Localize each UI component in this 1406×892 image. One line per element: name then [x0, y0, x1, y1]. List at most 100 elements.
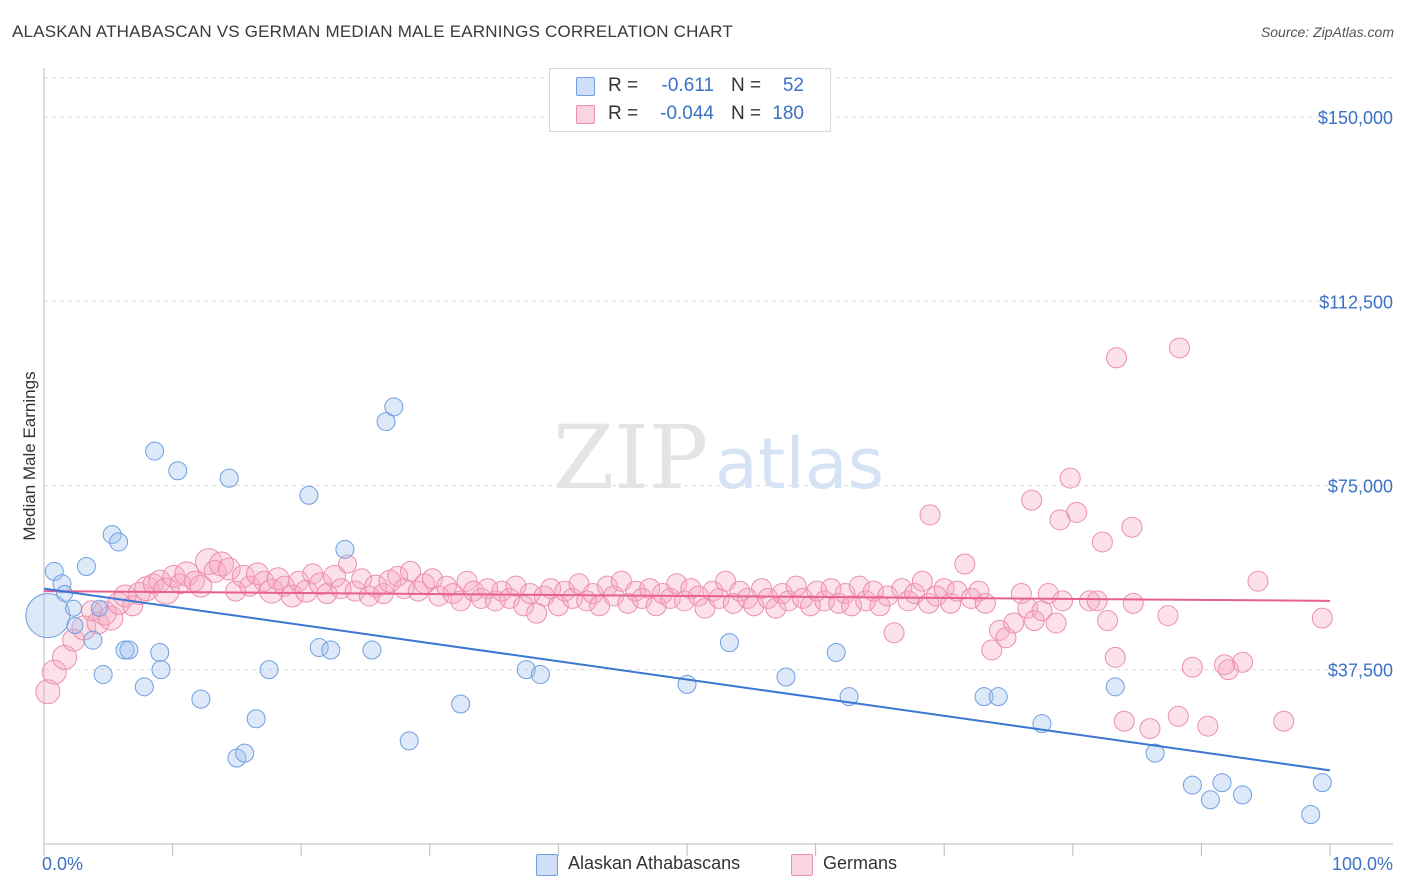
germans-point — [981, 639, 1003, 661]
alaskan-athabascans-point — [335, 539, 355, 559]
germans-point — [814, 590, 836, 612]
germans-point — [1091, 531, 1113, 553]
germans-point — [308, 572, 332, 596]
alaskan-athabascans-point — [988, 687, 1008, 707]
germans-point — [217, 557, 241, 581]
germans-point — [540, 578, 562, 600]
alaskan-athabascans-point — [451, 694, 471, 714]
alaskan-athabascans-point — [1145, 743, 1165, 763]
legend-swatch-pink — [576, 105, 595, 124]
germans-point — [1121, 516, 1143, 538]
germans-point — [1232, 651, 1254, 673]
germans-point — [1139, 718, 1161, 740]
germans-trend-line — [43, 590, 1331, 602]
x-tick-label-min: 0.0% — [42, 854, 83, 874]
germans-point — [1104, 646, 1126, 668]
alaskan-athabascans-point — [65, 599, 83, 617]
alaskan-athabascans-point — [56, 585, 74, 603]
germans-point — [387, 565, 409, 587]
germans-point — [337, 554, 357, 574]
germans-point — [1273, 710, 1295, 732]
alaskan-athabascans-point — [44, 561, 64, 581]
alaskan-athabascans-point — [309, 638, 329, 658]
germans-point — [519, 583, 541, 605]
germans-point — [925, 585, 947, 607]
alaskan-athabascans-point — [109, 532, 129, 552]
germans-point — [400, 560, 422, 582]
alaskan-athabascans-point — [134, 677, 154, 697]
alaskan-athabascans-point — [1301, 805, 1321, 825]
alaskan-athabascans-point — [516, 660, 536, 680]
germans-point — [52, 644, 78, 670]
germans-point — [582, 583, 604, 605]
legend-swatch-blue — [576, 77, 595, 96]
alaskan-athabascans-point — [66, 616, 84, 634]
legend-n-value: 180 — [772, 103, 804, 124]
alaskan-athabascans-point — [376, 412, 396, 432]
germans-point — [617, 592, 639, 614]
germans-point — [35, 679, 61, 705]
alaskan-athabascans-point — [90, 599, 108, 617]
germans-point — [98, 605, 124, 631]
bottom-legend-label-blue: Alaskan Athabascans — [568, 853, 741, 873]
y-axis-label: Median Male Earnings — [20, 371, 39, 540]
alaskan-athabascans-point — [119, 640, 139, 660]
alaskan-athabascans-point — [102, 525, 122, 545]
y-tick-label: $150,000 — [1318, 108, 1393, 128]
germans-point — [41, 659, 67, 685]
alaskan-athabascans-point — [299, 485, 319, 505]
germans-point — [323, 564, 347, 588]
alaskan-athabascans-point — [1105, 677, 1125, 697]
alaskan-athabascans-point — [1200, 790, 1220, 810]
alaskan-athabascans-point — [399, 731, 419, 751]
germans-point — [877, 585, 899, 607]
germans-point — [280, 584, 304, 608]
germans-point — [1052, 590, 1074, 612]
alaskan-athabascans-point — [235, 743, 255, 763]
alaskan-athabascans-point — [321, 640, 341, 660]
alaskan-athabascans-point — [191, 689, 211, 709]
germans-point — [1169, 337, 1191, 359]
watermark-zip: ZIP — [553, 406, 708, 509]
germans-point — [288, 570, 310, 592]
germans-point — [792, 587, 814, 609]
germans-point — [1122, 592, 1144, 614]
germans-point — [1214, 654, 1236, 676]
germans-point — [974, 592, 996, 614]
alaskan-athabascans-point — [1212, 773, 1232, 793]
germans-points — [35, 337, 1333, 740]
y-tick-labels: $37,500 $75,000 $112,500 $150,000 — [1318, 108, 1393, 681]
germans-point — [1079, 590, 1101, 612]
alaskan-athabascans-point — [83, 630, 103, 650]
alaskan-athabascans-point — [259, 660, 279, 680]
legend-n-label: N = — [731, 75, 762, 96]
germans-point — [722, 592, 744, 614]
watermark: ZIP atlas — [553, 406, 884, 509]
legend-r-value: -0.044 — [660, 103, 714, 124]
germans-point — [364, 574, 388, 598]
x-tick-label-max: 100.0% — [1332, 854, 1393, 874]
germans-point — [834, 583, 856, 605]
germans-point — [680, 578, 702, 600]
alaskan-athabascans-point — [826, 642, 846, 662]
germans-point — [1247, 570, 1269, 592]
germans-point — [273, 575, 295, 597]
trend-lines — [43, 587, 1331, 772]
germans-point — [1106, 347, 1128, 369]
bottom-legend-label-pink: Germans — [823, 853, 898, 873]
germans-point — [1086, 590, 1108, 612]
germans-point — [1157, 605, 1179, 627]
germans-point — [1097, 610, 1119, 632]
alaskan-athabascans-point — [530, 665, 550, 685]
germans-point — [1113, 710, 1135, 732]
germans-point — [1021, 489, 1043, 511]
legend-n-label: N = — [731, 103, 762, 124]
y-tick-label: $75,000 — [1328, 476, 1393, 496]
germans-point — [174, 561, 200, 587]
germans-point — [1003, 612, 1025, 634]
legend-r-value: -0.611 — [661, 75, 714, 96]
y-tick-label: $112,500 — [1319, 292, 1393, 312]
alaskan-athabascans-point — [246, 709, 266, 729]
alaskan-athabascans-point — [384, 397, 404, 417]
germans-point — [1059, 467, 1081, 489]
